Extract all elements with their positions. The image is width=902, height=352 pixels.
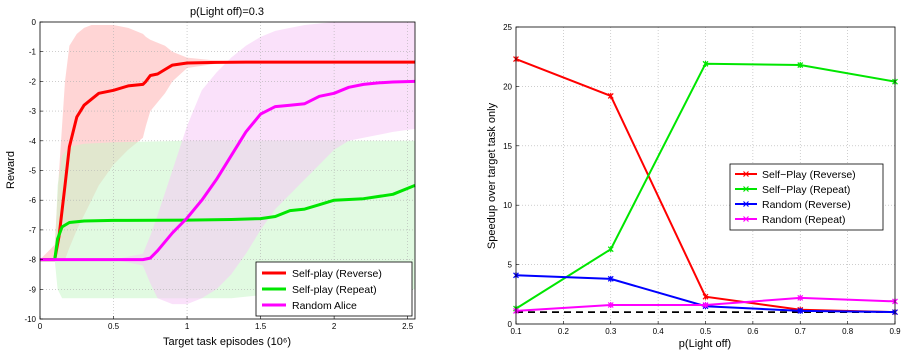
x-tick-label: 0.5 <box>108 322 120 331</box>
point-random-reverse <box>607 275 614 282</box>
y-axis-label: Speedup over target task only <box>486 102 498 249</box>
y-tick-label: -2 <box>29 77 37 86</box>
x-axis-label: Target task episodes (10⁶) <box>163 336 291 348</box>
point-self-play-reverse <box>702 293 709 300</box>
legend-label-self-play-reverse: Self-play (Reverse) <box>292 268 382 280</box>
x-tick-label: 0.8 <box>842 327 854 336</box>
y-tick-label: -5 <box>29 167 37 176</box>
point-random-repeat <box>797 294 804 301</box>
legend-label-self-play-repeat: Self−Play (Repeat) <box>762 184 850 196</box>
y-tick-label: -8 <box>29 256 37 265</box>
legend-marker-self-play-repeat <box>743 186 749 192</box>
x-tick-label: 0.6 <box>747 327 759 336</box>
band-self-play-reverse <box>40 25 415 260</box>
y-tick-label: 5 <box>508 261 513 270</box>
x-tick-label: 0.7 <box>795 327 807 336</box>
series-lines <box>513 56 898 316</box>
point-self-play-repeat <box>702 60 709 67</box>
speedup-chart: 0.1 0.2 0.3 0.4 0.5 0.6 0.7 0.8 0.9 0 5 10 15 20 25 p… <box>486 23 901 350</box>
point-self-play-repeat <box>607 246 614 253</box>
chart-title: p(Light off)=0.3 <box>190 6 264 18</box>
point-random-reverse <box>797 307 804 314</box>
x-tick-label: 0.9 <box>889 327 901 336</box>
x-tick-label: 0.5 <box>700 327 712 336</box>
x-tick-label: 0.2 <box>558 327 570 336</box>
line-self-play-reverse <box>40 60 415 262</box>
x-tick-label: 0 <box>38 322 43 331</box>
x-tick-label: 0.3 <box>605 327 617 336</box>
legend-label-self-play-repeat: Self-play (Repeat) <box>292 284 377 296</box>
y-tick-label: -4 <box>29 137 37 146</box>
point-self-play-reverse <box>607 92 614 99</box>
x-tick-label: 0.1 <box>510 327 522 336</box>
y-tick-label: 0 <box>508 320 513 329</box>
legend-label-random-alice: Random Alice <box>292 300 357 312</box>
line-random-alice <box>40 79 416 262</box>
point-random-repeat <box>607 301 614 308</box>
legend: Self-play (Reverse) Self-play (Repeat) Ran… <box>255 261 413 317</box>
legend-label-random-repeat: Random (Repeat) <box>762 214 845 226</box>
x-tick-labels: 0.1 0.2 0.3 0.4 0.5 0.6 0.7 0.8 0.9 <box>510 321 901 336</box>
y-tick-label: -10 <box>24 315 36 324</box>
y-tick-label: -6 <box>29 196 37 205</box>
x-tick-label: 1.5 <box>255 322 267 331</box>
legend-label-random-reverse: Random (Reverse) <box>762 199 851 211</box>
y-tick-label: 15 <box>503 142 512 151</box>
y-tick-label: -7 <box>29 226 37 235</box>
x-axis-label: p(Light off) <box>679 338 731 350</box>
x-tick-labels: 0 0.5 1 1.5 2 2.5 <box>38 316 414 331</box>
y-tick-label: 20 <box>503 82 512 91</box>
y-tick-label: -1 <box>29 48 37 57</box>
x-tick-label: 2 <box>332 322 337 331</box>
y-tick-label: -9 <box>29 285 37 294</box>
point-self-play-repeat <box>797 62 804 69</box>
x-tick-label: 0.4 <box>653 327 665 336</box>
series-lines <box>40 60 416 262</box>
y-tick-labels: -10-9-8-7-6-5-4-3-2-10 <box>24 18 43 324</box>
y-tick-label: -3 <box>29 107 37 116</box>
legend-label-self-play-reverse: Self−Play (Reverse) <box>762 169 856 181</box>
legend-marker-self-play-reverse <box>743 171 749 177</box>
reward-chart: p(Light off)=0.3 0 0.5 1 1.5 2 2.5 -10-9-8-7-… <box>5 6 416 348</box>
y-tick-labels: 0 5 10 15 20 25 <box>503 23 519 329</box>
line-self-play-repeat <box>40 184 416 262</box>
x-tick-label: 1 <box>185 322 190 331</box>
y-tick-label: 10 <box>503 201 512 210</box>
y-tick-label: 0 <box>32 18 37 27</box>
y-axis-label: Reward <box>5 151 17 189</box>
point-random-repeat <box>702 301 709 308</box>
legend-marker-random-reverse <box>743 201 749 207</box>
y-tick-label: 25 <box>503 23 512 32</box>
legend-marker-random-repeat <box>743 216 749 222</box>
legend: Self−Play (Reverse) Self−Play (Repeat) Ran… <box>729 163 884 231</box>
x-tick-label: 2.5 <box>402 322 414 331</box>
